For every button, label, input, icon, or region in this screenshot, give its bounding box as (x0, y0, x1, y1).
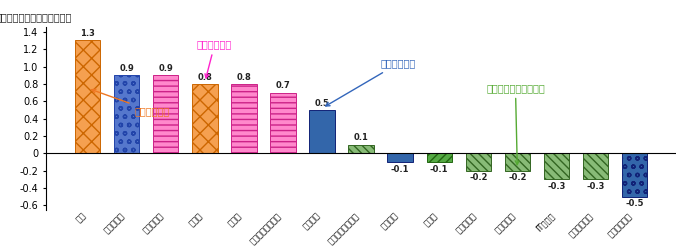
Bar (114, 75, 139, 153)
Text: -0.1: -0.1 (430, 165, 448, 174)
Text: （コミュニケーション指数）: （コミュニケーション指数） (0, 12, 72, 22)
Bar (426, 153, 452, 162)
Bar (505, 153, 530, 171)
Bar (309, 110, 335, 153)
Bar (231, 84, 256, 153)
Bar (348, 145, 374, 153)
Text: 0.8: 0.8 (197, 73, 212, 82)
Text: 0.5: 0.5 (315, 99, 329, 108)
Bar (466, 153, 491, 171)
Text: 事務系の職種: 事務系の職種 (326, 58, 416, 106)
Text: 0.7: 0.7 (275, 82, 290, 90)
Text: 1.3: 1.3 (80, 29, 95, 38)
Bar (75, 40, 101, 153)
Text: 役員・管理職: 役員・管理職 (92, 89, 170, 116)
Bar (583, 153, 608, 180)
Text: -0.3: -0.3 (586, 182, 605, 191)
Bar (270, 92, 296, 153)
Text: 0.1: 0.1 (354, 134, 369, 142)
Text: 専門的・技術的な職種: 専門的・技術的な職種 (486, 83, 545, 165)
Text: -0.2: -0.2 (508, 173, 526, 182)
Text: 営業系の職種: 営業系の職種 (197, 40, 233, 78)
Bar (622, 153, 647, 197)
Bar (388, 153, 413, 162)
Text: -0.3: -0.3 (547, 182, 566, 191)
Text: -0.1: -0.1 (391, 165, 409, 174)
Bar (153, 75, 178, 153)
Text: 0.9: 0.9 (119, 64, 134, 73)
Text: -0.5: -0.5 (626, 200, 644, 208)
Bar (192, 84, 218, 153)
Text: 0.9: 0.9 (158, 64, 173, 73)
Bar (544, 153, 569, 180)
Text: 0.8: 0.8 (237, 73, 252, 82)
Text: -0.2: -0.2 (469, 173, 488, 182)
